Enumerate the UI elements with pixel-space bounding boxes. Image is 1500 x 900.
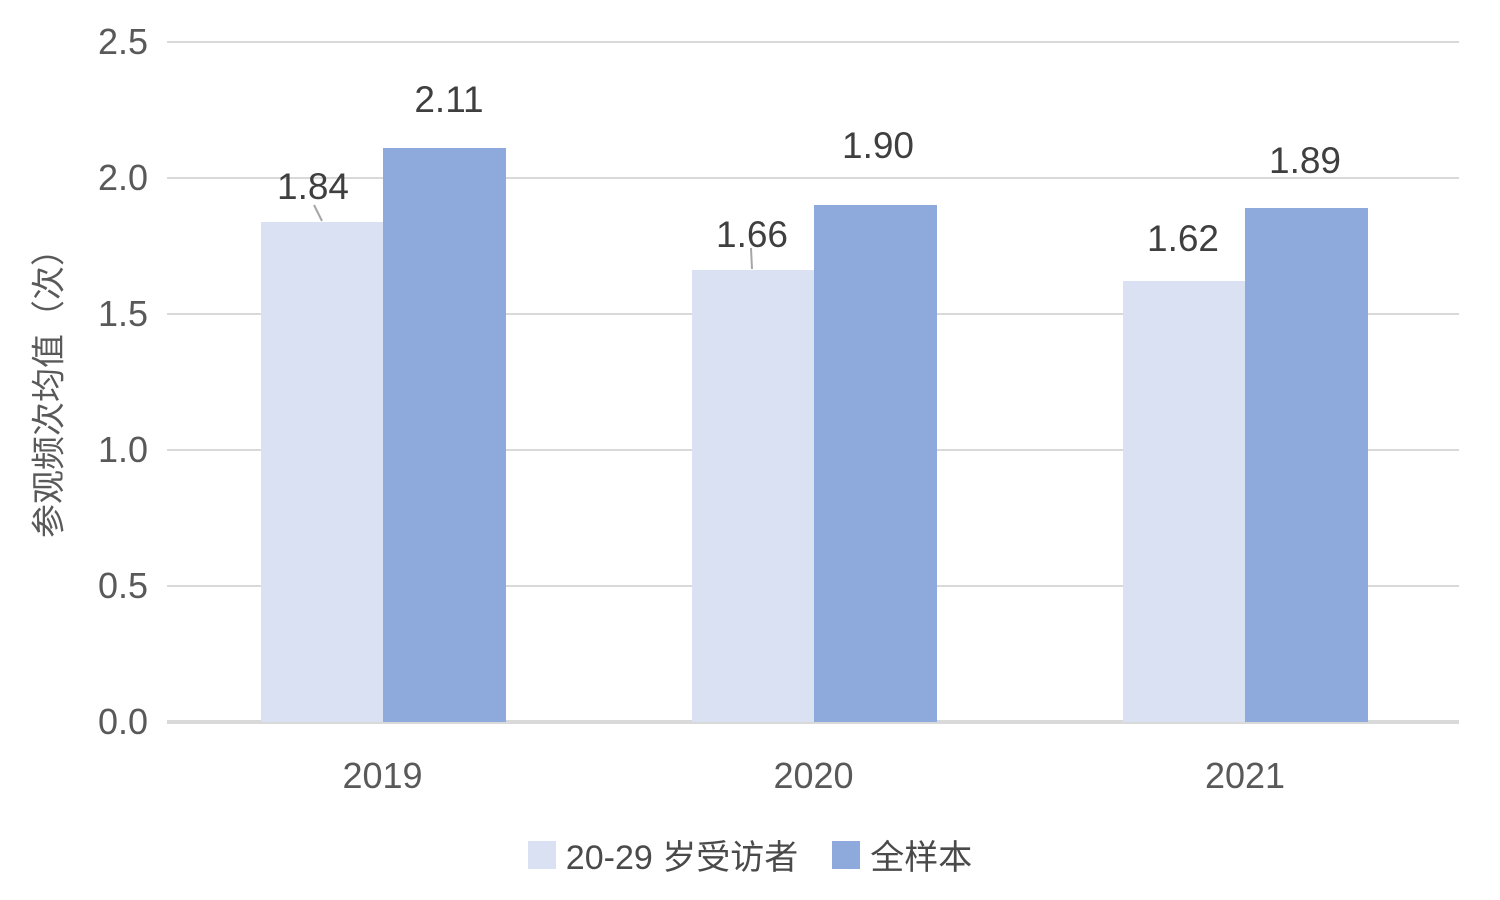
y-tick-label: 1.5 <box>97 293 148 334</box>
bar-full-sample-2020 <box>813 205 937 722</box>
x-category-label-2020: 2020 <box>773 755 854 796</box>
y-tick-label: 2.0 <box>97 157 148 198</box>
bar-value-label: 1.66 <box>715 214 789 255</box>
bar-age20-29-2019 <box>260 221 383 722</box>
bar-age20-29-2021 <box>1123 281 1245 722</box>
bar-value-label: 1.84 <box>276 166 350 207</box>
legend-item-full-sample: 全样本 <box>832 830 972 879</box>
gridline <box>167 177 1459 179</box>
bar-value-label: 1.89 <box>1268 140 1342 181</box>
legend: 20-29 岁受访者 全样本 <box>0 830 1500 879</box>
legend-swatch-light-blue <box>527 840 556 869</box>
bar-age20-29-2020 <box>691 270 814 722</box>
x-category-label-2019: 2019 <box>342 755 423 796</box>
y-tick-label: 0.5 <box>97 565 148 606</box>
x-axis-baseline <box>167 720 1459 724</box>
legend-item-age20-29: 20-29 岁受访者 <box>527 830 799 879</box>
bar-value-label: 1.62 <box>1146 218 1220 259</box>
bar-full-sample-2019 <box>382 148 506 722</box>
y-tick-label: 2.5 <box>97 21 148 62</box>
y-axis-title: 参观频次均值（次） <box>30 232 69 538</box>
legend-label-age20-29: 20-29 岁受访者 <box>565 839 799 877</box>
gridline <box>167 41 1459 43</box>
legend-swatch-dark-blue <box>832 840 861 869</box>
y-tick-label: 1.0 <box>97 429 148 470</box>
legend-label-full-sample: 全样本 <box>870 839 973 877</box>
bar-value-label: 2.11 <box>414 79 484 120</box>
bar-value-label: 1.90 <box>841 125 915 166</box>
bar-full-sample-2021 <box>1245 207 1368 722</box>
x-category-label-2021: 2021 <box>1204 755 1286 796</box>
y-tick-label: 0.0 <box>97 701 148 742</box>
